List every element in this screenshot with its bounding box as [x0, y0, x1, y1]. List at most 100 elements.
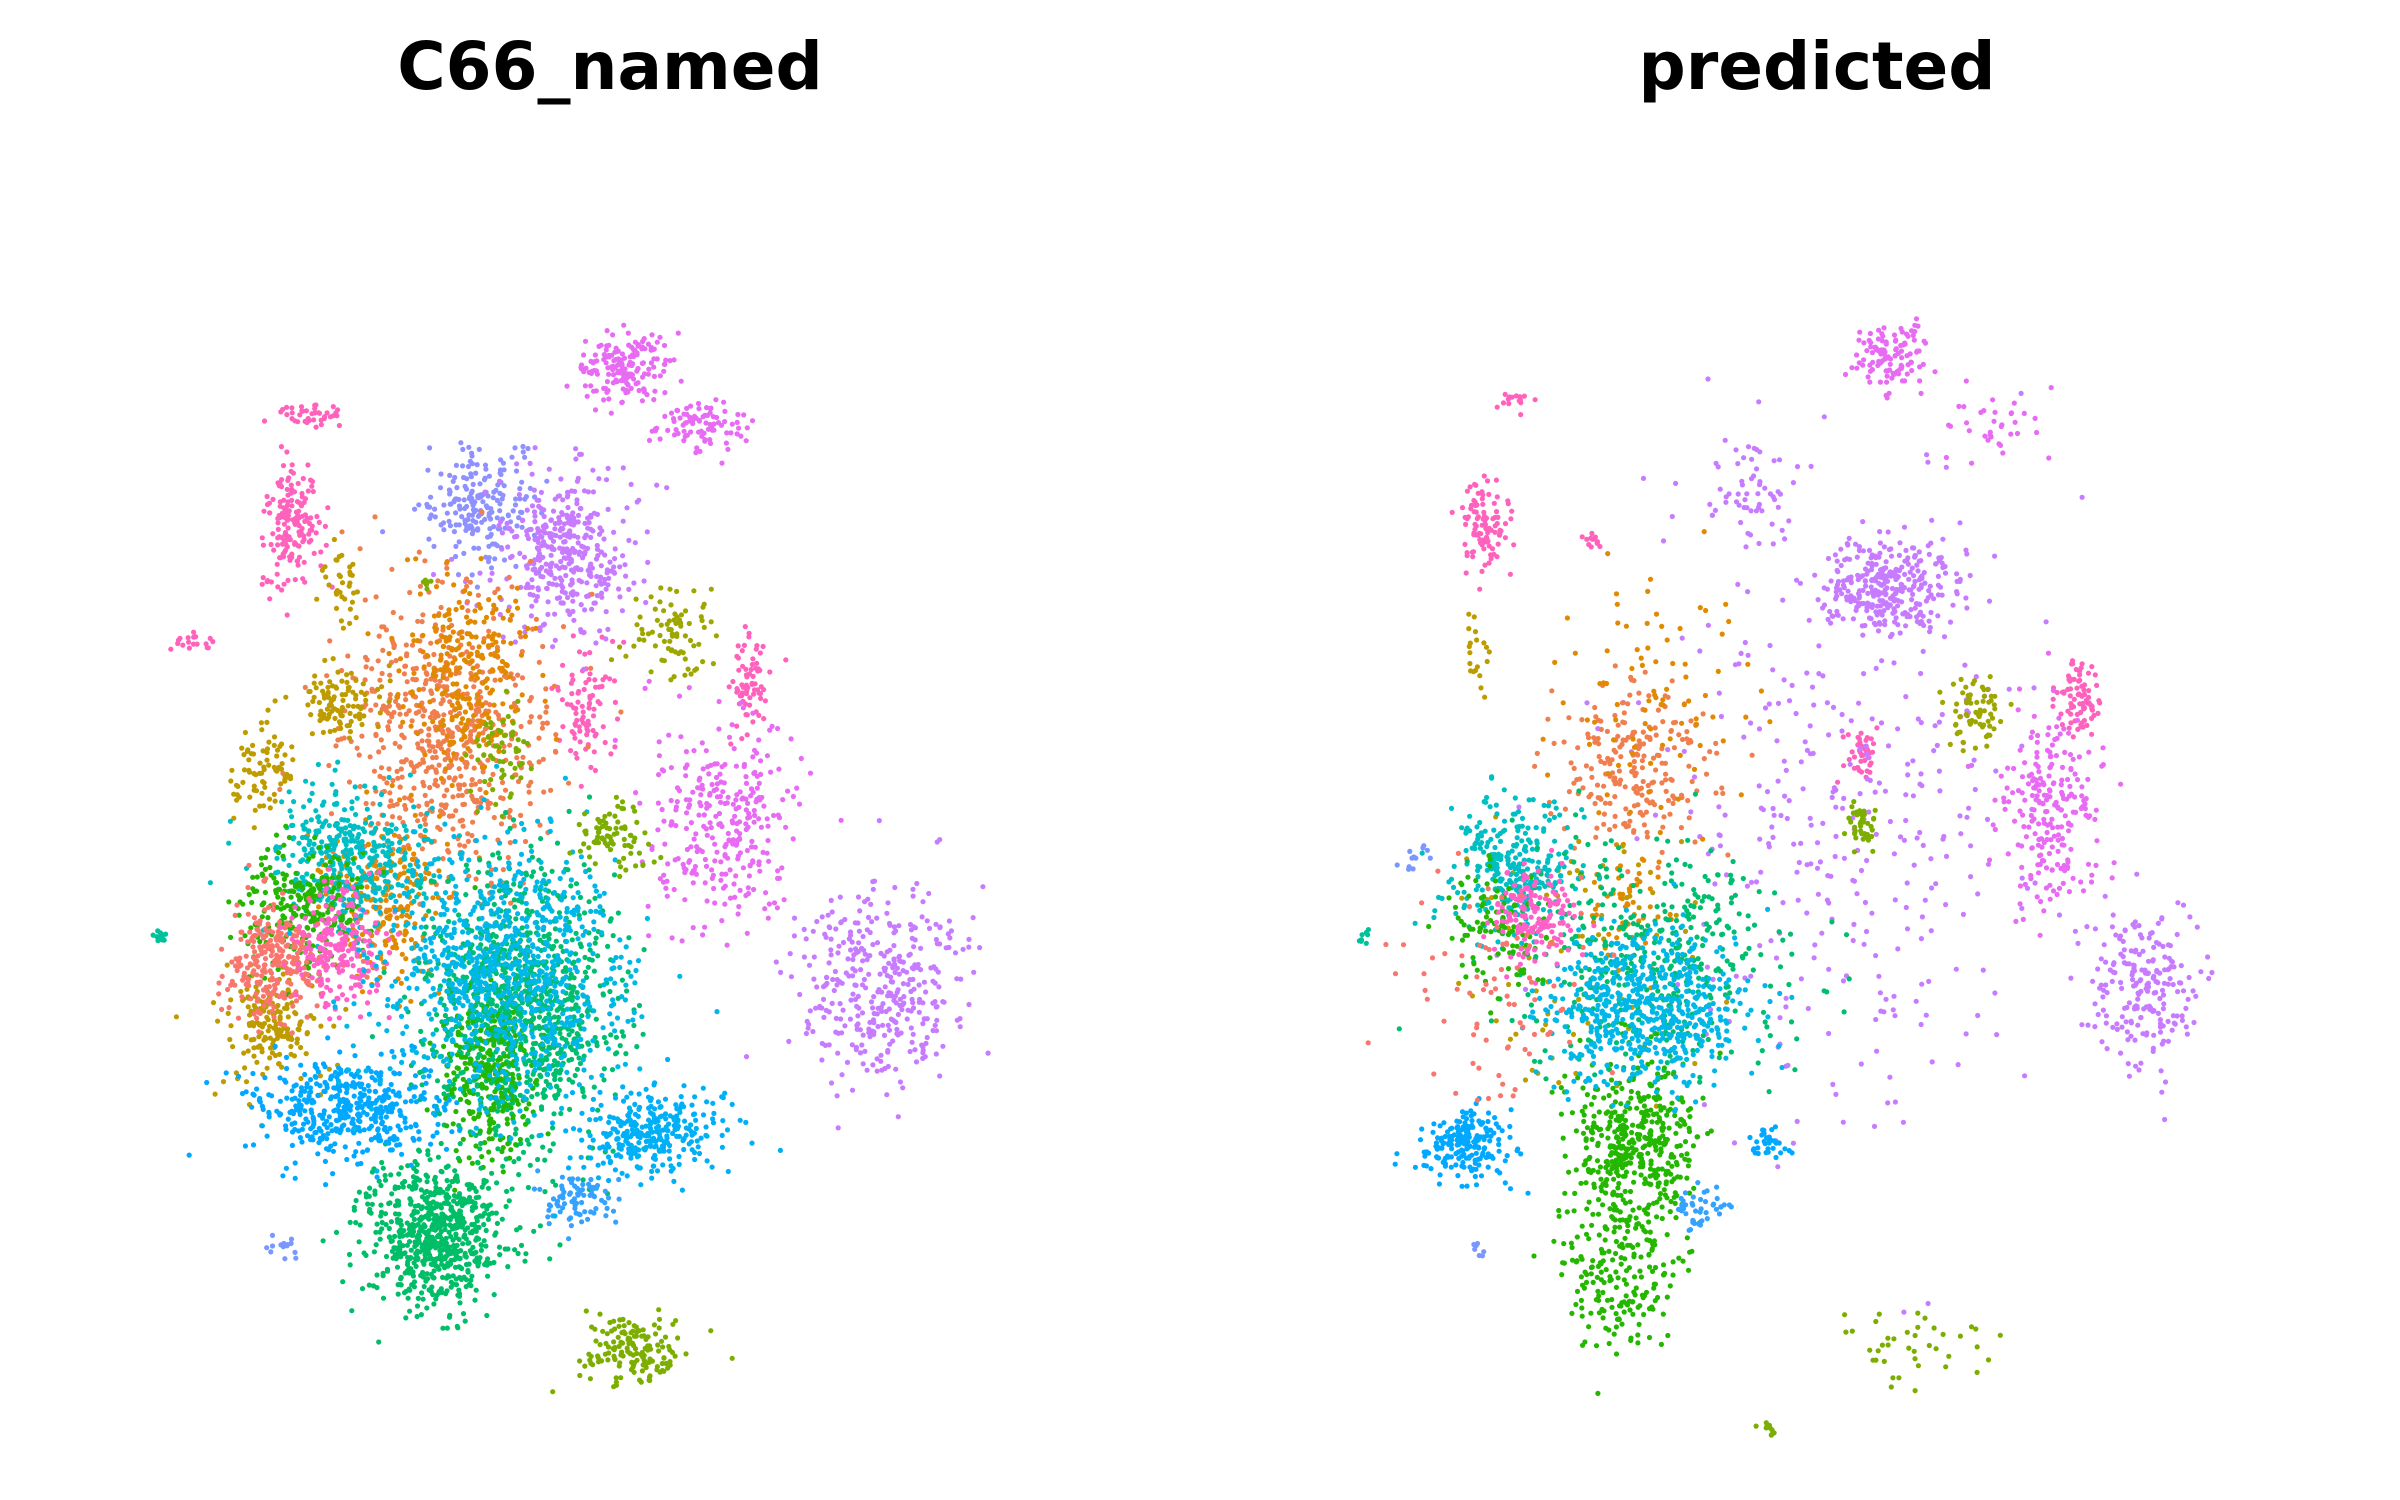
- point: [883, 1008, 889, 1015]
- point: [518, 634, 524, 640]
- point: [259, 790, 265, 796]
- point: [470, 819, 476, 825]
- point: [907, 921, 914, 928]
- point: [845, 956, 851, 962]
- point: [552, 1076, 558, 1083]
- point: [750, 656, 756, 662]
- point: [463, 862, 469, 868]
- point: [326, 1066, 332, 1072]
- point: [453, 543, 459, 550]
- point: [404, 885, 410, 891]
- point: [456, 599, 462, 605]
- point: [203, 641, 209, 647]
- point: [284, 449, 290, 455]
- point: [921, 979, 928, 985]
- point: [273, 887, 279, 894]
- point: [620, 465, 626, 471]
- point: [190, 641, 197, 647]
- point: [566, 808, 572, 815]
- point: [887, 922, 893, 928]
- point: [762, 906, 768, 912]
- point: [507, 814, 513, 820]
- point: [919, 914, 925, 920]
- point: [560, 497, 566, 503]
- point: [410, 676, 416, 682]
- point: [582, 549, 588, 555]
- point: [309, 731, 315, 737]
- point: [346, 735, 352, 741]
- point: [898, 1030, 904, 1036]
- point: [527, 930, 533, 936]
- point: [474, 462, 480, 468]
- point: [260, 748, 266, 754]
- point: [592, 733, 598, 739]
- point: [324, 673, 330, 679]
- point: [435, 739, 441, 745]
- point: [668, 765, 675, 771]
- point: [517, 550, 523, 557]
- point: [412, 812, 418, 818]
- point: [888, 974, 894, 980]
- point: [410, 632, 416, 638]
- point: [279, 761, 285, 767]
- point: [589, 591, 595, 597]
- point: [853, 1044, 860, 1050]
- point: [584, 732, 590, 738]
- point: [536, 547, 542, 553]
- point: [444, 611, 450, 617]
- point: [579, 1013, 585, 1019]
- point: [325, 689, 331, 696]
- point: [695, 400, 702, 407]
- point: [329, 781, 335, 787]
- point: [932, 1022, 938, 1028]
- point: [353, 811, 359, 818]
- point: [545, 544, 551, 550]
- point: [434, 639, 440, 645]
- point: [276, 512, 282, 519]
- point: [271, 764, 277, 770]
- point: [323, 574, 329, 580]
- point: [417, 761, 423, 767]
- point: [701, 812, 707, 818]
- point: [814, 984, 820, 990]
- point: [496, 632, 502, 638]
- point: [397, 893, 403, 899]
- point: [610, 933, 616, 939]
- point: [497, 478, 503, 484]
- point: [444, 571, 450, 577]
- point: [275, 526, 281, 533]
- point: [489, 610, 496, 616]
- point: [469, 453, 475, 459]
- point: [690, 789, 696, 795]
- point: [446, 918, 452, 925]
- point: [891, 930, 897, 936]
- point: [289, 497, 295, 503]
- point: [552, 611, 558, 617]
- point: [500, 795, 506, 802]
- point: [286, 862, 292, 869]
- point: [560, 546, 566, 552]
- point: [326, 762, 332, 769]
- point: [427, 714, 433, 720]
- point: [362, 820, 369, 826]
- point: [552, 926, 559, 932]
- point: [302, 684, 308, 691]
- point: [275, 520, 281, 526]
- point: [571, 975, 577, 981]
- point: [252, 807, 258, 813]
- point: [722, 761, 728, 768]
- point: [447, 501, 453, 507]
- point: [414, 894, 420, 900]
- point: [465, 746, 471, 752]
- point: [455, 572, 462, 578]
- point: [731, 746, 737, 752]
- point: [543, 1066, 549, 1072]
- point: [335, 892, 342, 898]
- point: [537, 714, 543, 720]
- point: [227, 818, 233, 824]
- point: [288, 1043, 294, 1050]
- point: [461, 550, 467, 557]
- point: [828, 1080, 835, 1086]
- point: [447, 741, 453, 747]
- point: [553, 1068, 559, 1074]
